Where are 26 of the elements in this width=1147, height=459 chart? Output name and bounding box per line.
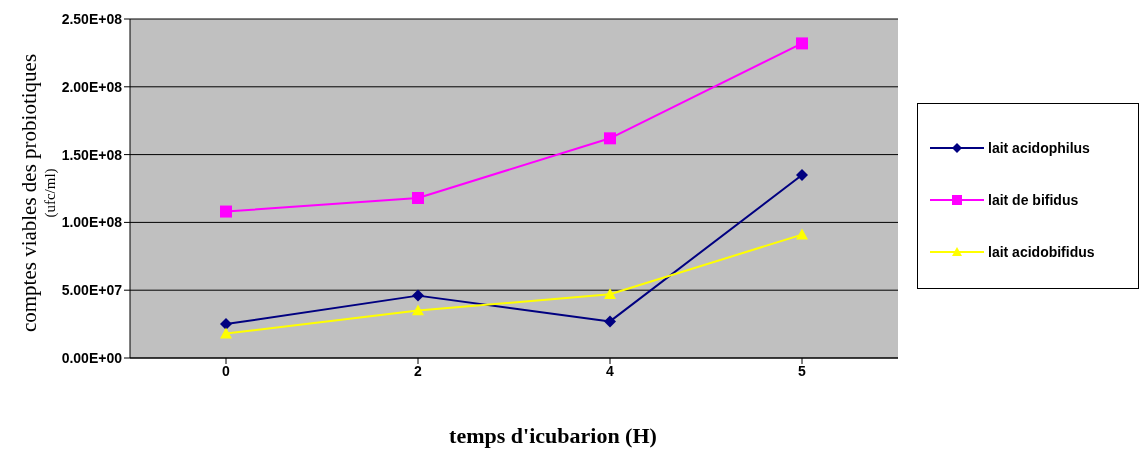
- y-tick-label: 5.00E+07: [61, 282, 123, 299]
- legend-label: lait de bifidus: [988, 192, 1079, 208]
- x-tick-label: 4: [606, 362, 615, 379]
- point: [604, 315, 616, 328]
- point: [412, 191, 424, 204]
- x-tick-label: 0: [222, 362, 231, 379]
- x-tick-label: 5: [798, 362, 807, 379]
- point: [604, 288, 616, 300]
- y-tick-label: 1.00E+08: [61, 214, 123, 231]
- point: [604, 132, 616, 145]
- point: [412, 304, 424, 316]
- point: [796, 228, 808, 240]
- point: [796, 37, 808, 50]
- y-tick-label: 0.00E+00: [61, 349, 123, 366]
- point: [412, 289, 424, 302]
- point: [220, 205, 232, 218]
- point: [220, 327, 232, 339]
- y-tick-label: 2.00E+08: [61, 78, 123, 95]
- legend-label: lait acidobifidus: [988, 244, 1095, 260]
- x-tick-label: 2: [414, 362, 423, 379]
- point: [796, 168, 808, 181]
- legend-label: lait acidophilus: [988, 140, 1090, 156]
- y-axis-title: comptes viables des probiotiques (ufc/ml): [17, 53, 59, 333]
- x-axis-title: temps d'icubarion (H): [448, 423, 658, 449]
- y-tick-label: 2.50E+08: [61, 10, 123, 27]
- y-tick-label: 1.50E+08: [61, 146, 123, 163]
